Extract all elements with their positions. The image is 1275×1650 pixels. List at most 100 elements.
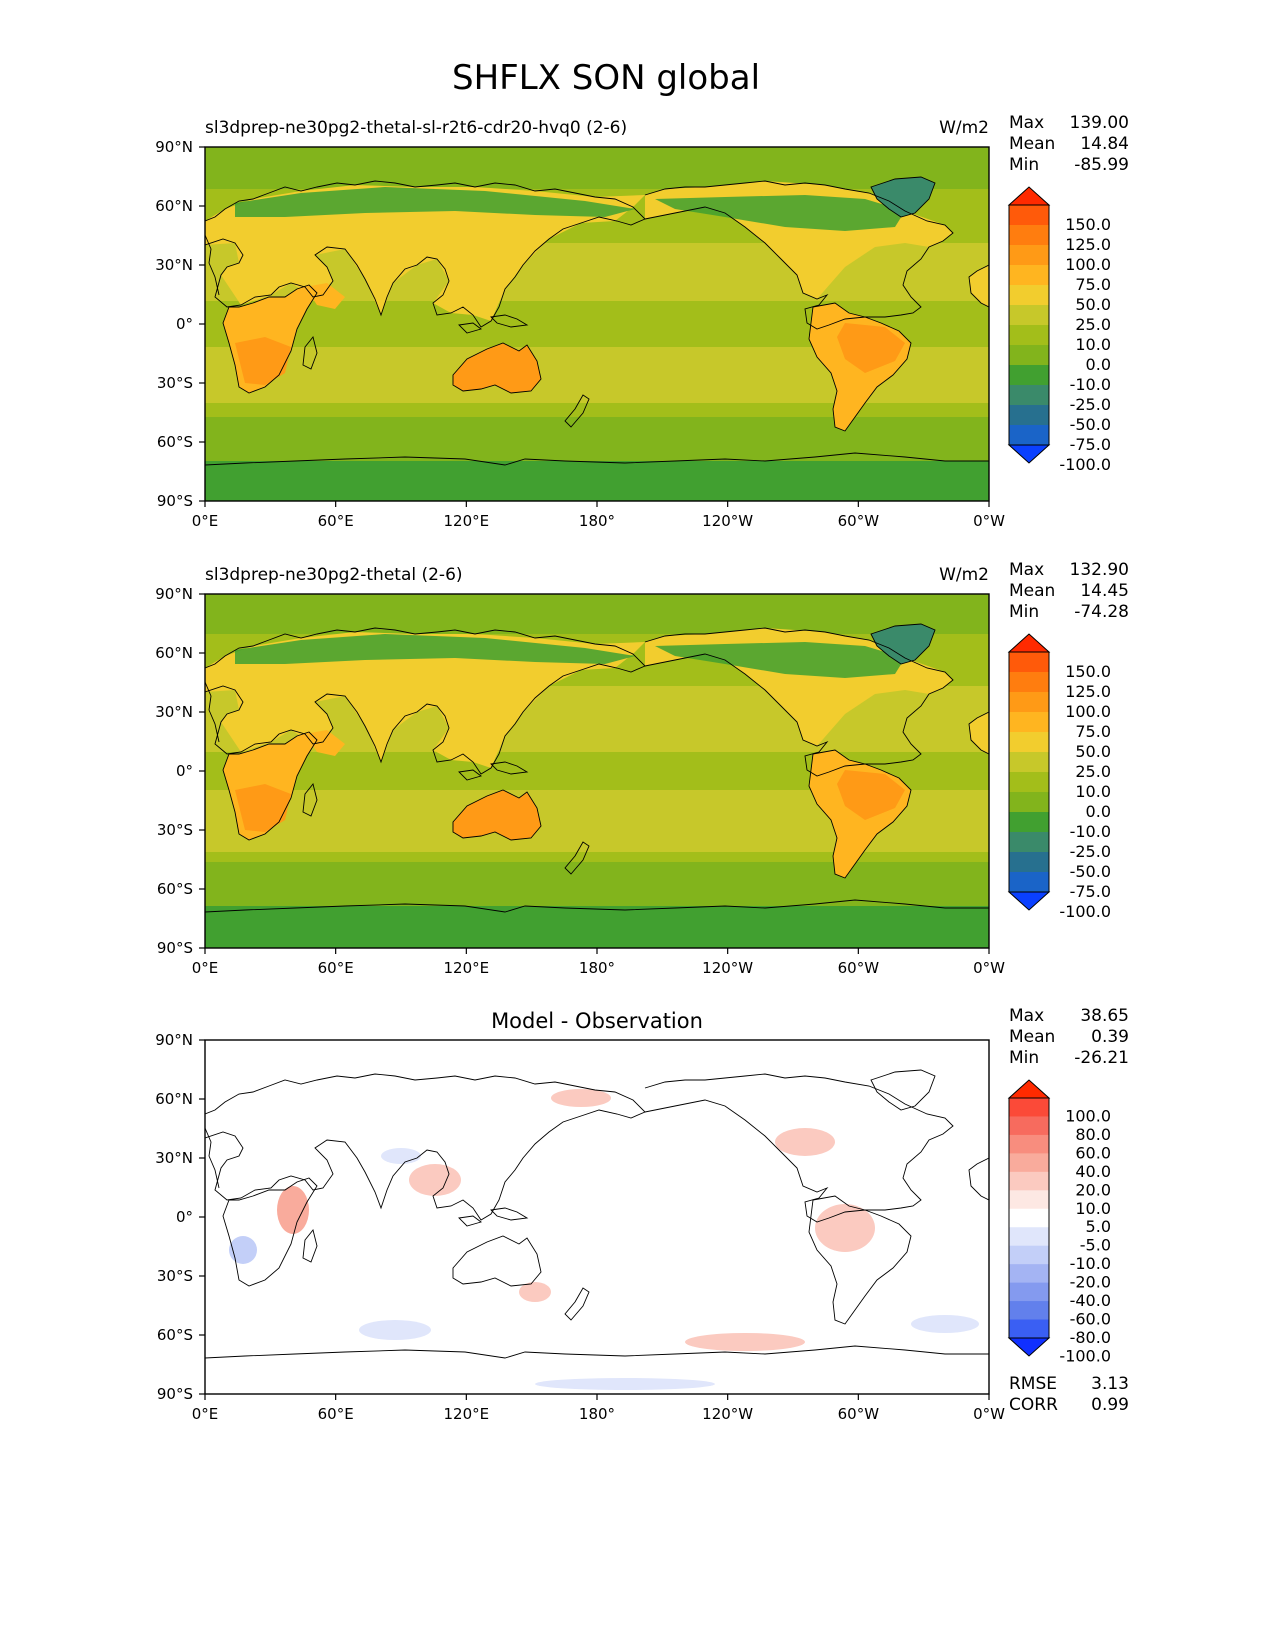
colorbar-tick-label: 25.0	[1075, 315, 1111, 334]
stats-box: Max 132.90 Mean 14.45 Min -74.28	[1009, 560, 1129, 622]
lon-tick-label: 60°E	[318, 1405, 354, 1423]
panel-title: Model - Observation	[491, 1009, 703, 1033]
stat-max-label: Max	[1009, 560, 1044, 580]
lon-tick-label: 120°E	[444, 1405, 490, 1423]
anomaly-tibet-negative	[381, 1148, 421, 1164]
colorbar-segment	[1009, 1301, 1049, 1321]
stat-min-value: -74.28	[1074, 602, 1129, 622]
stat-max-value: 38.65	[1080, 1006, 1129, 1026]
stat-min-label: Min	[1009, 155, 1039, 175]
colorbar-tick-label: 50.0	[1075, 295, 1111, 314]
panel-difference: Model - Observation 90°N 60°N 30°N 0° 30°S 60…	[155, 1006, 1129, 1423]
colorbar-frame	[1008, 1097, 1050, 1339]
colorbar-tick-label: 75.0	[1075, 722, 1111, 741]
lon-tick-label: 0°W	[973, 1405, 1005, 1423]
lat-tick-label: 60°N	[155, 1090, 193, 1108]
stat-mean-label: Mean	[1009, 134, 1055, 154]
antarctica	[205, 906, 989, 948]
map-field	[205, 594, 989, 948]
colorbar-extend-max	[1007, 633, 1051, 653]
colorbar-segment	[1009, 812, 1049, 833]
lon-tick-label: 120°E	[444, 959, 490, 977]
colorbar-segment	[1009, 1282, 1049, 1302]
colorbar-segment	[1009, 265, 1049, 286]
colorbar-tick-label: 0.0	[1086, 802, 1111, 821]
lon-tick-label: 120°W	[702, 512, 753, 530]
colorbar-segment	[1009, 752, 1049, 773]
colorbar-tick-label: 5.0	[1086, 1217, 1111, 1236]
brazil-hot	[837, 323, 905, 373]
colorbar-segment	[1009, 732, 1049, 753]
colorbar-tick-label: 100.0	[1065, 255, 1111, 274]
stat-min-label: Min	[1009, 1048, 1039, 1068]
lat-tick-label: 30°S	[157, 821, 193, 839]
lat-tick-label: 90°N	[155, 585, 193, 603]
map-field	[205, 147, 989, 501]
colorbar-segment	[1009, 1319, 1049, 1339]
brazil-hot	[837, 770, 905, 820]
anomaly-south-atlantic-negative	[911, 1315, 979, 1333]
figure-title: SHFLX SON global	[452, 58, 760, 98]
lon-tick-label: 0°E	[192, 1405, 219, 1423]
axis-ticks: 90°N 60°N 30°N 0° 30°S 60°S 90°S 0°E 60°E 120°E 18…	[155, 1031, 1005, 1423]
colorbar-segment	[1009, 365, 1049, 386]
lat-tick-label: 60°S	[157, 880, 193, 898]
siberia-boreal	[235, 634, 635, 664]
colorbar-segment	[1009, 285, 1049, 306]
colorbar-tick-label: 0.0	[1086, 355, 1111, 374]
lat-tick-label: 60°N	[155, 197, 193, 215]
colorbar-segment	[1009, 1245, 1049, 1265]
colorbar-segment	[1009, 872, 1049, 893]
lon-tick-label: 60°E	[318, 959, 354, 977]
arabia-land	[305, 730, 345, 756]
colorbar-segment	[1009, 225, 1049, 246]
anomaly-us-east-positive	[775, 1128, 835, 1156]
colorbar-tick-label: 100.0	[1065, 702, 1111, 721]
colorbar-tick-label: -100.0	[1059, 455, 1111, 474]
lat-tick-label: 90°S	[157, 492, 193, 510]
rmse-value: 3.13	[1091, 1374, 1129, 1394]
stat-mean-value: 14.45	[1080, 581, 1129, 601]
west-africa-edge	[969, 712, 989, 754]
colorbar-segment	[1009, 1208, 1049, 1228]
anomaly-southern-africa-negative	[229, 1236, 257, 1264]
anomaly-south-pacific-positive	[685, 1333, 805, 1351]
colorbar-tick-label: 150.0	[1065, 662, 1111, 681]
stat-mean-label: Mean	[1009, 581, 1055, 601]
colorbar-tick-label: -100.0	[1059, 902, 1111, 921]
lon-tick-label: 0°E	[192, 512, 219, 530]
canada-boreal	[655, 195, 905, 231]
colorbar-tick-label: -40.0	[1070, 1291, 1111, 1310]
colorbar-tick-label: -80.0	[1070, 1328, 1111, 1347]
colorbar-segment	[1009, 1134, 1049, 1154]
colorbar-tick-label: 40.0	[1075, 1162, 1111, 1181]
lon-tick-label: 120°E	[444, 512, 490, 530]
colorbar-segment	[1009, 405, 1049, 426]
lat-tick-label: 60°S	[157, 1326, 193, 1344]
colorbar-extend-min	[1007, 891, 1051, 911]
colorbar: 100.080.060.040.020.010.05.0-5.0-10.0-20…	[1007, 1079, 1111, 1365]
lat-tick-label: 90°S	[157, 1385, 193, 1403]
colorbar-frame	[1008, 651, 1050, 893]
colorbar-tick-label: -75.0	[1070, 435, 1111, 454]
colorbar-tick-label: 25.0	[1075, 762, 1111, 781]
lon-tick-label: 60°W	[838, 1405, 880, 1423]
colorbar-tick-label: -10.0	[1070, 822, 1111, 841]
stat-max-label: Max	[1009, 113, 1044, 133]
colorbar-tick-label: 50.0	[1075, 742, 1111, 761]
panel-model-1: sl3dprep-ne30pg2-thetal-sl-r2t6-cdr20-hv…	[155, 113, 1129, 530]
colorbar-tick-label: -75.0	[1070, 882, 1111, 901]
lat-tick-label: 30°N	[155, 1149, 193, 1167]
colorbar-segment	[1009, 772, 1049, 793]
arctic-band	[205, 594, 989, 634]
colorbar-segment	[1009, 425, 1049, 446]
map-field	[205, 1040, 989, 1394]
colorbar-segment	[1009, 385, 1049, 406]
colorbar-tick-label: 125.0	[1065, 682, 1111, 701]
lat-tick-label: 90°S	[157, 939, 193, 957]
lat-tick-label: 30°S	[157, 374, 193, 392]
panel-title: sl3dprep-ne30pg2-thetal-sl-r2t6-cdr20-hv…	[205, 118, 627, 138]
lat-tick-label: 30°N	[155, 703, 193, 721]
west-africa-edge	[969, 265, 989, 307]
colorbar-tick-label: 60.0	[1075, 1143, 1111, 1162]
